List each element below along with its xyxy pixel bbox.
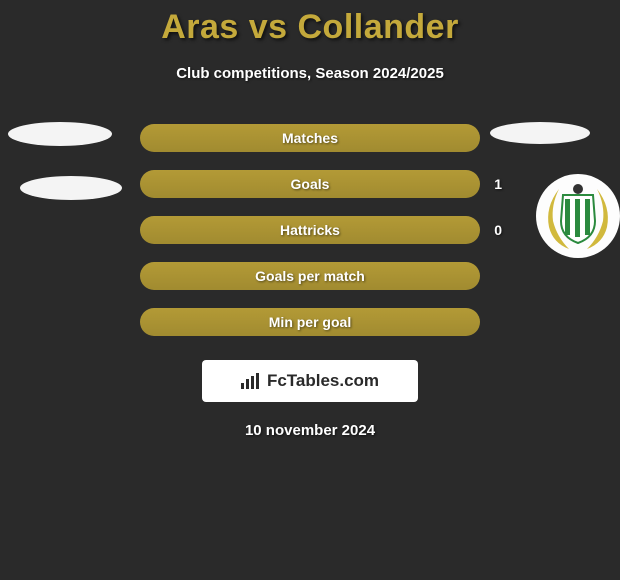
crest-icon xyxy=(539,177,617,255)
attribution-box: FcTables.com xyxy=(202,360,418,402)
club-crest xyxy=(536,174,620,258)
stat-row: Goals per match xyxy=(140,262,480,290)
decor-ellipse-left-1 xyxy=(8,122,112,146)
bar-chart-icon xyxy=(241,373,261,389)
attribution-text: FcTables.com xyxy=(267,371,379,391)
stat-row: Matches xyxy=(140,124,480,152)
date-text: 10 november 2024 xyxy=(0,422,620,439)
stat-value-right: 0 xyxy=(494,222,502,238)
stat-label: Matches xyxy=(140,130,480,146)
page-title: Aras vs Collander xyxy=(161,8,459,47)
stat-label: Min per goal xyxy=(140,314,480,330)
page-root: Aras vs Collander Club competitions, Sea… xyxy=(0,0,620,439)
page-subtitle: Club competitions, Season 2024/2025 xyxy=(176,65,444,82)
stat-row: Goals 1 xyxy=(140,170,480,198)
stat-row: Min per goal xyxy=(140,308,480,336)
stats-area: Matches Goals 1 Hattricks 0 Goals per ma… xyxy=(0,124,620,439)
stat-label: Goals xyxy=(140,176,480,192)
stat-label: Hattricks xyxy=(140,222,480,238)
stat-row: Hattricks 0 xyxy=(140,216,480,244)
decor-ellipse-left-2 xyxy=(20,176,122,200)
stat-value-right: 1 xyxy=(494,176,502,192)
stat-rows: Matches Goals 1 Hattricks 0 Goals per ma… xyxy=(0,124,620,336)
stat-label: Goals per match xyxy=(140,268,480,284)
decor-ellipse-right-1 xyxy=(490,122,590,144)
